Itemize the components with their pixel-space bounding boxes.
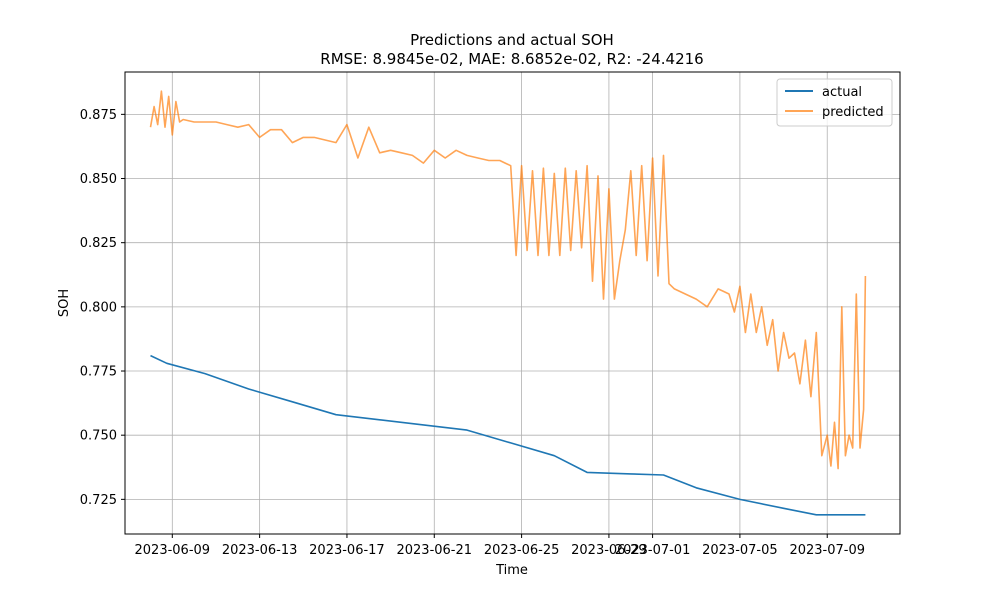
x-tick-label: 2023-07-05 [702, 543, 778, 558]
x-axis-ticks: 2023-06-09 2023-06-13 2023-06-17 2023-06-21… [135, 534, 865, 558]
x-tick-label: 2023-06-21 [396, 543, 472, 558]
series-line-actual [150, 354, 866, 516]
x-axis-label: Time [495, 563, 528, 578]
legend-label-predicted: predicted [822, 105, 884, 120]
x-gridlines [171, 72, 828, 534]
y-tick-label: 0.825 [80, 236, 117, 251]
legend-label-actual: actual [822, 85, 862, 100]
y-tick-label: 0.725 [80, 493, 117, 508]
x-tick-label: 2023-07-09 [789, 543, 865, 558]
y-tick-label: 0.875 [80, 108, 117, 123]
y-axis-label: SOH [57, 289, 72, 317]
y-axis-ticks: 0.725 0.750 0.775 0.800 0.825 0.850 0.875 [80, 108, 125, 508]
plot-frame [124, 71, 901, 535]
x-tick-label: 2023-06-09 [135, 543, 211, 558]
x-tick-label: 2023-06-25 [484, 543, 560, 558]
x-tick-label: 2023-07-01 [615, 543, 691, 558]
y-tick-label: 0.750 [80, 429, 117, 444]
chart-title: Predictions and actual SOH [410, 31, 614, 49]
plot-area [125, 72, 900, 534]
y-tick-label: 0.800 [80, 300, 117, 315]
y-tick-label: 0.775 [80, 365, 117, 380]
x-tick-label: 2023-06-17 [309, 543, 385, 558]
series-line-predicted [149, 90, 867, 470]
series-layer [149, 90, 867, 516]
y-gridlines [125, 113, 900, 500]
legend: actual predicted [776, 78, 893, 127]
x-tick-label: 2023-06-13 [222, 543, 298, 558]
y-tick-label: 0.850 [80, 172, 117, 187]
chart-subtitle: RMSE: 8.9845e-02, MAE: 8.6852e-02, R2: -… [320, 50, 703, 68]
x-tick-label: 2023-06-29 [571, 543, 647, 558]
